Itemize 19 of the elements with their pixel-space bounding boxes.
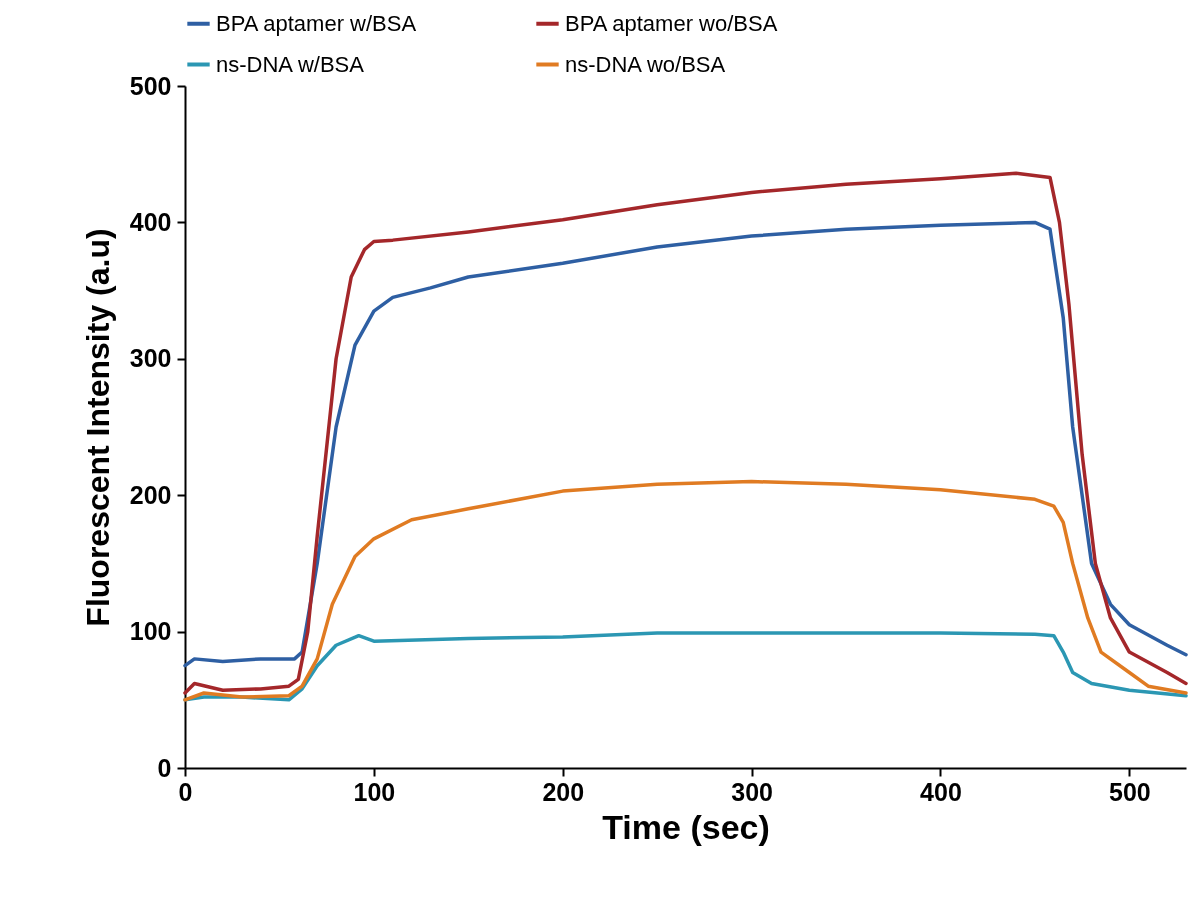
legend-label: BPA aptamer w/BSA	[216, 10, 417, 36]
legend-label: BPA aptamer wo/BSA	[565, 10, 778, 36]
x-tick-label: 0	[178, 777, 193, 806]
x-axis-title: Time (sec)	[602, 807, 770, 846]
x-tick-label: 300	[731, 777, 773, 806]
line-series	[183, 479, 1188, 702]
legend-label: ns-DNA wo/BSA	[565, 51, 726, 77]
y-tick-label: 100	[129, 617, 172, 646]
y-tick-label: 200	[129, 480, 172, 509]
y-tick-label: 0	[157, 753, 172, 782]
y-axis-title: Fluorescent Intensity (a.u)	[79, 228, 116, 627]
y-tick-label: 400	[129, 207, 172, 236]
y-tick-label: 500	[129, 71, 172, 100]
x-tick-label: 500	[1108, 777, 1151, 806]
y-tick-label: 300	[129, 344, 172, 373]
x-tick-label: 400	[920, 777, 962, 806]
x-tick-label: 100	[353, 777, 396, 806]
x-tick-label: 200	[542, 777, 585, 806]
legend-label: ns-DNA w/BSA	[216, 51, 365, 77]
